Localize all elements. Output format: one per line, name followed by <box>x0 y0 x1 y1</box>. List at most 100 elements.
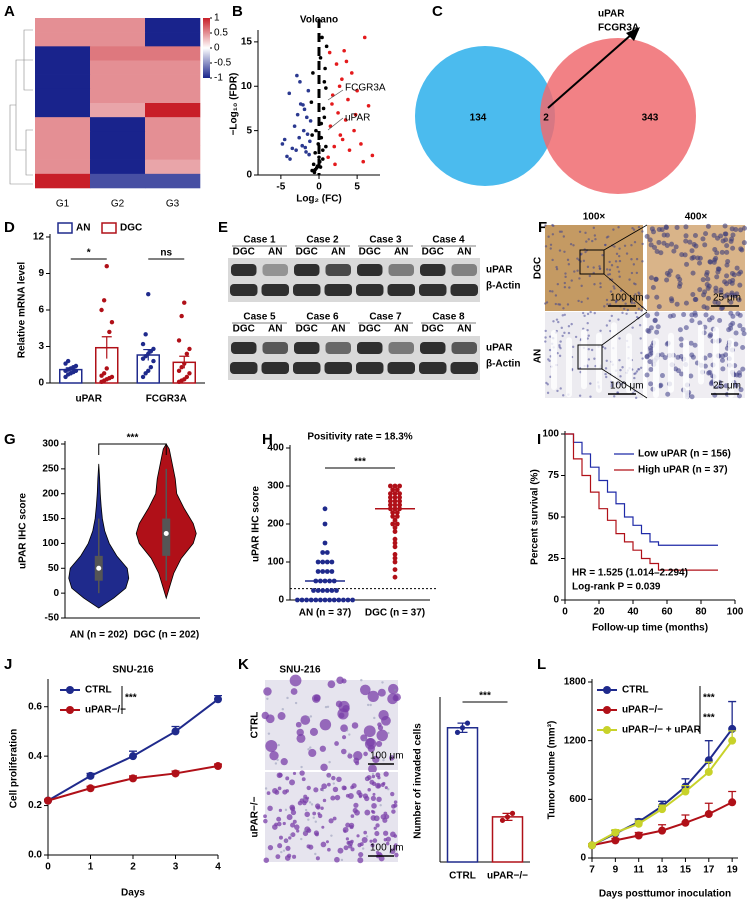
pore <box>365 835 369 838</box>
nucleus <box>656 239 662 245</box>
point <box>392 529 398 534</box>
point <box>314 128 318 133</box>
nucleus <box>556 351 559 355</box>
pore <box>274 762 278 765</box>
x-tick-label: uPAR <box>76 394 103 405</box>
cell <box>369 779 375 785</box>
cell <box>358 792 363 798</box>
point <box>340 137 345 142</box>
y-tick-label: -50 <box>45 613 60 624</box>
nucleus <box>570 279 573 282</box>
nucleus <box>689 352 695 358</box>
point <box>454 729 461 736</box>
nucleus <box>590 348 594 352</box>
significance: *** <box>703 713 715 724</box>
cell <box>390 791 395 797</box>
nucleus <box>592 226 596 230</box>
y-tick-label: 0 <box>580 853 586 864</box>
band <box>261 362 289 374</box>
median <box>96 565 102 571</box>
annotation: Log-rank P = 0.039 <box>572 582 661 593</box>
cell <box>304 811 310 818</box>
x-tick-label: 4 <box>215 862 221 873</box>
cell <box>376 796 382 803</box>
point <box>355 88 359 93</box>
point <box>343 118 348 122</box>
point <box>329 588 335 593</box>
nucleus <box>650 284 656 290</box>
nucleus <box>720 238 726 244</box>
point <box>176 368 182 374</box>
pore <box>389 851 392 854</box>
nucleus <box>572 244 575 247</box>
cell <box>341 748 347 755</box>
gland <box>728 338 734 399</box>
cell <box>377 688 386 697</box>
nucleus <box>724 243 730 249</box>
point <box>322 597 328 603</box>
heatmap-cell <box>145 159 201 175</box>
nucleus <box>592 266 595 269</box>
nucleus <box>555 267 559 271</box>
cell <box>319 718 332 731</box>
nucleus <box>647 359 653 365</box>
magnification: 100× <box>583 212 606 223</box>
band <box>356 284 384 296</box>
cell <box>277 712 286 721</box>
nucleus <box>683 238 689 244</box>
point <box>290 146 295 151</box>
x-tick-label: DGC (n = 202) <box>133 630 199 641</box>
nucleus <box>587 347 590 351</box>
cell <box>285 845 291 851</box>
colorbar-label: 0 <box>214 43 220 54</box>
cell <box>351 722 359 729</box>
protein-label: β-Actin <box>486 359 520 370</box>
nucleus <box>625 252 629 255</box>
nucleus <box>566 258 570 262</box>
nucleus <box>719 357 725 363</box>
point <box>394 521 400 527</box>
venn-count: 343 <box>642 113 659 124</box>
nucleus <box>609 329 612 333</box>
chart-title: Positivity rate = 18.3% <box>307 432 412 443</box>
nucleus <box>563 250 566 254</box>
nucleus <box>729 236 735 242</box>
nucleus <box>605 359 608 363</box>
nucleus <box>566 303 570 306</box>
nucleus <box>692 342 698 348</box>
cell <box>377 776 381 780</box>
heatmap-cell <box>145 145 201 160</box>
point <box>140 374 146 380</box>
cell <box>370 795 376 801</box>
nucleus <box>612 285 615 288</box>
y-tick-label: 100 <box>542 429 559 440</box>
nucleus <box>676 283 682 289</box>
error-bar <box>728 700 737 729</box>
venn-circle <box>415 46 555 186</box>
cell <box>388 683 399 695</box>
nucleus <box>556 389 559 393</box>
nucleus <box>648 275 654 281</box>
point <box>394 510 400 515</box>
nucleus <box>604 367 608 370</box>
point <box>179 313 184 319</box>
nucleus <box>741 331 747 337</box>
point <box>151 346 156 352</box>
y-tick-label: 0 <box>553 595 559 606</box>
nucleus <box>618 275 621 278</box>
cell <box>393 800 398 804</box>
survival-curve <box>565 433 718 571</box>
point <box>292 124 297 128</box>
nucleus <box>733 341 739 347</box>
point <box>370 153 375 158</box>
heatmap-cell <box>90 117 146 132</box>
nucleus <box>705 295 711 301</box>
case-label: Case 2 <box>306 235 339 246</box>
heatmap-cell <box>90 46 146 61</box>
nucleus <box>586 321 589 325</box>
point <box>392 502 398 508</box>
nucleus <box>559 340 562 343</box>
marker <box>634 831 643 840</box>
cell <box>347 793 354 799</box>
nucleus <box>714 250 720 256</box>
